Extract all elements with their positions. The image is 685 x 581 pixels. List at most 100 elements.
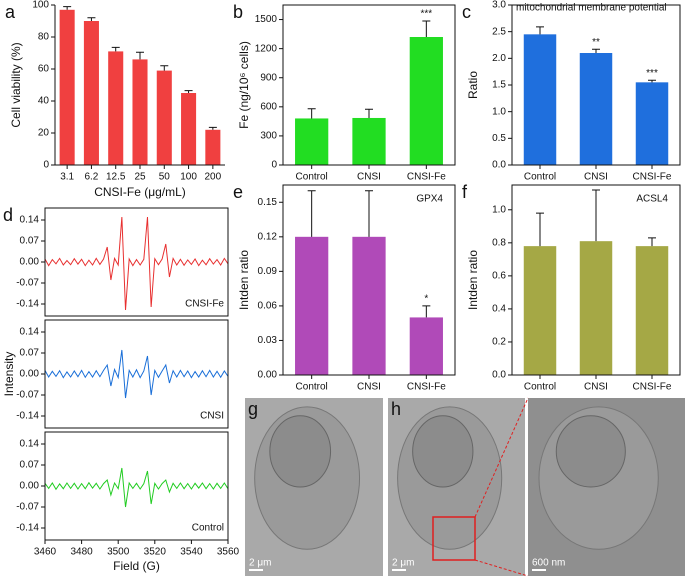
y-tick-label: 0.14: [20, 215, 40, 226]
y-axis-label: Ratio: [466, 71, 480, 99]
x-tick-label: 50: [159, 172, 171, 183]
x-tick-label: 3460: [34, 547, 57, 558]
error-bar: [422, 305, 431, 318]
x-tick-label: 3540: [180, 547, 203, 558]
axes: [511, 184, 681, 376]
y-tick-label: 0.00: [20, 369, 40, 380]
bar: [523, 34, 557, 166]
bar: [523, 246, 557, 375]
panel-letter: f: [462, 182, 468, 202]
y-tick-label: -0.07: [16, 502, 39, 513]
y-tick-label: 0.5: [492, 133, 506, 144]
y-tick-label: 60: [38, 64, 50, 75]
bar: [409, 37, 443, 165]
bar: [352, 236, 386, 375]
panel-letter: g: [248, 399, 258, 419]
spectrum-line: [44, 216, 229, 311]
y-tick-label: 0.07: [20, 236, 40, 247]
bar: [295, 236, 329, 375]
y-tick-label: -0.14: [16, 411, 39, 422]
x-axis-label: Field (G): [113, 559, 160, 573]
y-tick-label: 0.8: [492, 237, 506, 248]
zoom-box: [432, 516, 476, 561]
y-tick-label: 0.00: [258, 370, 278, 381]
x-tick-label: 3520: [144, 547, 167, 558]
x-tick-label: 3480: [70, 547, 93, 558]
y-tick-label: 1.0: [492, 106, 506, 117]
x-tick-label: 3.1: [60, 172, 74, 183]
error-bar: [648, 237, 656, 247]
y-tick-label: 80: [38, 32, 50, 43]
x-tick-label: CNSI: [357, 382, 381, 393]
y-tick-label: 2.5: [492, 26, 506, 37]
error-bar: [422, 20, 431, 37]
panel-letter: h: [391, 399, 401, 419]
y-tick-label: -0.07: [16, 390, 39, 401]
bar: [635, 82, 669, 165]
y-axis-label: Cell viability (%): [9, 42, 23, 127]
error-bar: [160, 65, 169, 71]
axes: [44, 207, 229, 317]
y-axis-label: Fe (ng/10⁶ cells): [237, 41, 251, 129]
zoom-lines: [474, 397, 529, 577]
y-tick-label: 0.0: [492, 160, 506, 171]
x-tick-label: 6.2: [84, 172, 98, 183]
y-tick-label: 1.5: [492, 80, 506, 91]
bar: [59, 9, 75, 165]
y-tick-label: -0.14: [16, 523, 39, 534]
y-tick-label: 40: [38, 96, 50, 107]
y-tick-label: 3.0: [492, 0, 506, 11]
y-tick-label: 0.07: [20, 460, 40, 471]
y-tick-label: 0.00: [20, 481, 40, 492]
x-tick-label: CNSI-Fe: [633, 382, 672, 393]
x-tick-label: CNSI: [584, 382, 608, 393]
y-tick-label: 0.00: [20, 257, 40, 268]
y-tick-label: -0.07: [16, 278, 39, 289]
y-tick-label: -0.14: [16, 299, 39, 310]
nucleus: [555, 415, 626, 488]
y-tick-label: 1200: [255, 43, 278, 54]
bar: [156, 70, 172, 165]
y-tick-label: 0.0: [492, 370, 506, 381]
series-label: CNSI-Fe: [185, 299, 224, 310]
x-tick-label: 200: [205, 172, 222, 183]
bar: [295, 118, 329, 165]
axes: [44, 319, 229, 429]
bar: [132, 59, 148, 165]
error-bar: [648, 79, 656, 83]
x-tick-label: Control: [296, 172, 328, 183]
y-tick-label: 0: [43, 160, 49, 171]
y-tick-label: 0: [271, 160, 277, 171]
y-tick-label: 0.12: [258, 231, 278, 242]
bar: [108, 51, 124, 165]
error-bar: [592, 189, 600, 242]
x-axis-label: CNSI-Fe (μg/mL): [94, 185, 186, 199]
error-bar: [365, 190, 373, 237]
panel-letter: b: [233, 2, 243, 22]
y-axis-label: Intden ratio: [466, 250, 480, 310]
error-bar: [136, 51, 144, 60]
axes: [282, 4, 456, 166]
error-bar: [592, 48, 600, 53]
y-tick-label: 100: [32, 0, 49, 11]
significance: *: [424, 294, 428, 305]
chart-title: ACSL4: [636, 194, 668, 205]
y-tick-label: 0.4: [492, 304, 506, 315]
x-tick-label: CNSI-Fe: [407, 172, 446, 183]
series-label: Control: [192, 523, 224, 534]
x-tick-label: Control: [296, 382, 328, 393]
x-tick-label: 3500: [107, 547, 130, 558]
y-tick-label: 2.0: [492, 53, 506, 64]
x-tick-label: CNSI: [357, 172, 381, 183]
scale-bar-label: 600 nm: [532, 558, 565, 569]
y-tick-label: 0.03: [258, 335, 278, 346]
y-tick-label: 0.14: [20, 439, 40, 450]
scale-bar-label: 2 μm: [392, 558, 414, 569]
y-tick-label: 600: [260, 101, 277, 112]
y-tick-label: 0.2: [492, 337, 506, 348]
error-bar: [111, 46, 120, 52]
y-tick-label: 0.09: [258, 266, 278, 277]
spectrum-line: [44, 349, 229, 399]
nucleus: [269, 415, 332, 488]
chart-title: GPX4: [416, 194, 443, 205]
